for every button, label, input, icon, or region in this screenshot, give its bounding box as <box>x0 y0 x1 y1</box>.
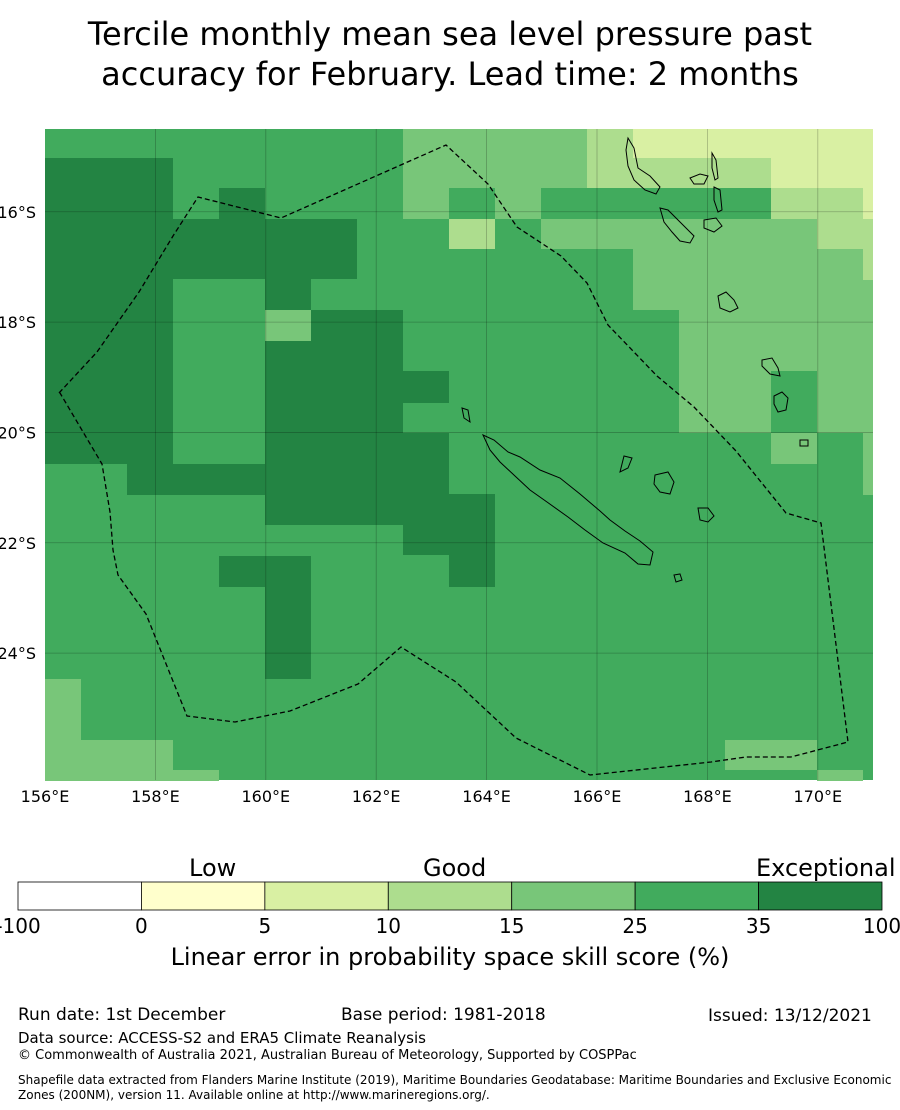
chart-title: Tercile monthly mean sea level pressure … <box>0 14 900 94</box>
lon-tick-156°E: 156°E <box>21 787 70 806</box>
colorbar-tick-labels: -100 0 5 10 15 25 35 100 <box>0 914 900 938</box>
lon-tick-170°E: 170°E <box>793 787 842 806</box>
lon-tick-160°E: 160°E <box>241 787 290 806</box>
island-13 <box>673 573 683 583</box>
island-1 <box>625 136 661 195</box>
lat-tick-16°S: 16°S <box>0 203 36 222</box>
lat-tick-20°S: 20°S <box>0 423 36 442</box>
shapefile-credit-line-2: Zones (200NM), version 11. Available onl… <box>18 1088 490 1102</box>
colorbar-tick-2: 5 <box>258 914 271 938</box>
island-4 <box>713 186 723 213</box>
colorbar-box-2 <box>264 881 389 911</box>
issued-date: Issued: 13/12/2021 <box>708 1006 872 1026</box>
title-line-1: Tercile monthly mean sea level pressure … <box>87 15 813 53</box>
island-9 <box>773 391 789 413</box>
map-gridlines <box>45 129 873 780</box>
island-6 <box>703 217 723 233</box>
copyright: © Commonwealth of Australia 2021, Austra… <box>18 1048 637 1063</box>
island-15 <box>461 407 471 424</box>
colorbar-title: Linear error in probability space skill … <box>170 943 730 971</box>
lon-tick-labels: 156°E 158°E 160°E 162°E 164°E 166°E 168°E 170°E <box>21 787 842 806</box>
lon-tick-166°E: 166°E <box>573 787 622 806</box>
run-date: Run date: 1st December <box>18 1005 226 1025</box>
island-14 <box>799 439 809 447</box>
base-period: Base period: 1981-2018 <box>341 1005 546 1025</box>
colorbar-boxes <box>17 881 883 911</box>
island-5 <box>689 173 709 185</box>
lon-tick-168°E: 168°E <box>683 787 732 806</box>
colorbar-tick-6: 35 <box>746 914 771 938</box>
colorbar-box-4 <box>511 881 636 911</box>
title-line-2: accuracy for February. Lead time: 2 mont… <box>101 55 799 93</box>
island-2 <box>659 207 695 244</box>
colorbar-tick-3: 10 <box>376 914 401 938</box>
colorbar-box-0 <box>17 881 142 911</box>
island-0 <box>481 433 654 566</box>
lon-tick-162°E: 162°E <box>352 787 401 806</box>
colorbar-tick-1: 0 <box>135 914 148 938</box>
island-10 <box>653 471 675 495</box>
colorbar: -100 0 5 10 15 25 35 100 <box>0 881 900 938</box>
coastlines <box>461 136 809 583</box>
colorbar-box-1 <box>141 881 266 911</box>
colorbar-tick-5: 25 <box>622 914 647 938</box>
colorbar-tick-4: 15 <box>499 914 524 938</box>
colorbar-box-3 <box>387 881 513 911</box>
lon-tick-164°E: 164°E <box>462 787 511 806</box>
lat-tick-24°S: 24°S <box>0 644 36 663</box>
lon-tick-158°E: 158°E <box>131 787 180 806</box>
colorbar-box-6 <box>758 881 883 911</box>
legend-exceptional-label: Exceptional <box>756 854 896 882</box>
island-8 <box>761 357 781 377</box>
colorbar-tick-7: 100 <box>863 914 900 938</box>
data-source: Data source: ACCESS-S2 and ERA5 Climate … <box>18 1029 426 1047</box>
colorbar-box-5 <box>634 881 759 911</box>
skill-map: 156°E 158°E 160°E 162°E 164°E 166°E 168°E 170°E… <box>0 129 873 806</box>
lat-tick-22°S: 22°S <box>0 534 36 553</box>
island-7 <box>717 291 739 313</box>
colorbar-tick-0: -100 <box>0 914 41 938</box>
skill-grid <box>45 129 873 781</box>
lat-tick-18°S: 18°S <box>0 313 36 332</box>
legend-low-label: Low <box>189 854 237 882</box>
island-12 <box>619 455 633 473</box>
island-3 <box>711 151 719 181</box>
island-11 <box>697 507 715 523</box>
shapefile-credit-line-1: Shapefile data extracted from Flanders M… <box>18 1073 892 1087</box>
legend-good-label: Good <box>423 854 487 882</box>
lat-tick-labels: 16°S 18°S 20°S 22°S 24°S <box>0 203 36 663</box>
